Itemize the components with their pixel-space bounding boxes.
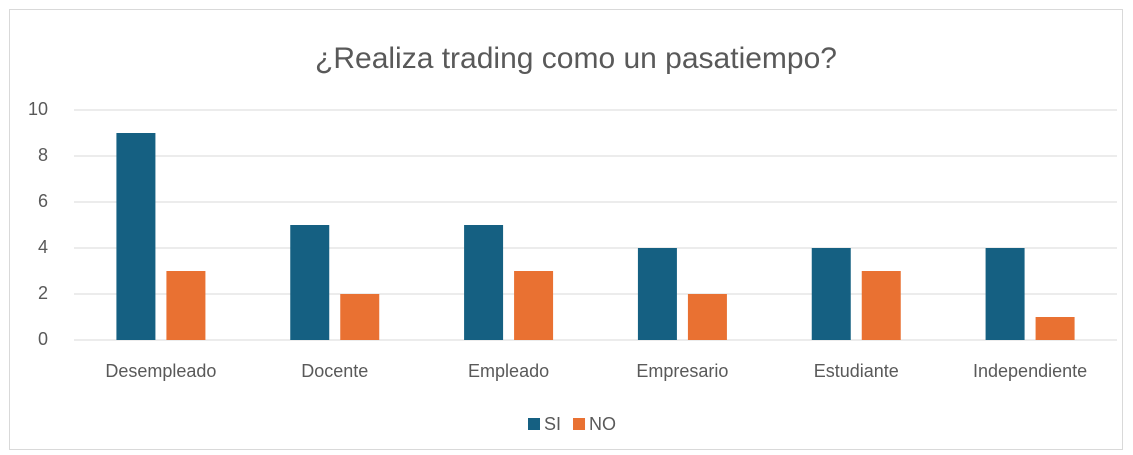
y-tick-label: 2 <box>38 283 48 303</box>
bar <box>985 248 1025 340</box>
x-tick-label: Empresario <box>636 361 728 381</box>
bar <box>340 294 380 340</box>
y-tick-label: 0 <box>38 329 48 349</box>
bar <box>290 225 330 340</box>
y-tick-label: 10 <box>28 99 48 119</box>
bar <box>637 248 677 340</box>
y-tick-label: 4 <box>38 237 48 257</box>
chart-border <box>9 9 1123 450</box>
legend-label: SI <box>544 414 561 434</box>
bar <box>687 294 727 340</box>
bar <box>861 271 901 340</box>
x-tick-label: Empleado <box>468 361 549 381</box>
bar <box>514 271 554 340</box>
legend-label: NO <box>589 414 616 434</box>
bar <box>811 248 851 340</box>
x-tick-label: Desempleado <box>105 361 216 381</box>
x-tick-label: Docente <box>301 361 368 381</box>
bar <box>116 133 156 340</box>
bar <box>166 271 206 340</box>
bar <box>464 225 504 340</box>
y-tick-label: 6 <box>38 191 48 211</box>
x-tick-label: Independiente <box>973 361 1087 381</box>
chart-title: ¿Realiza trading como un pasatiempo? <box>315 42 837 75</box>
legend-swatch <box>573 418 586 430</box>
bar <box>1035 317 1075 340</box>
x-tick-label: Estudiante <box>814 361 899 381</box>
y-tick-label: 8 <box>38 145 48 165</box>
legend-swatch <box>528 418 540 430</box>
